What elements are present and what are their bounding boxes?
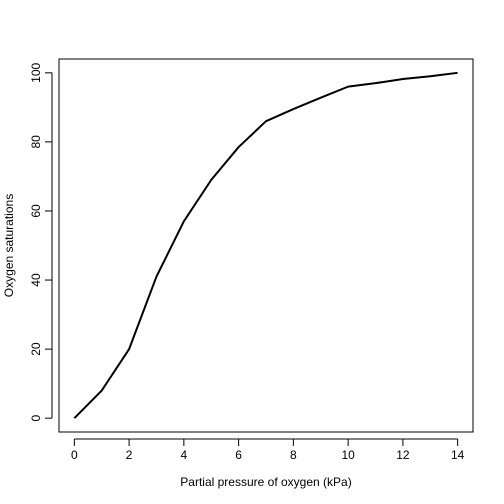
x-axis-label: Partial pressure of oxygen (kPa)	[180, 475, 351, 489]
x-tick-label: 14	[451, 448, 465, 462]
series-layer	[73, 71, 458, 419]
y-tick-label: 0	[29, 415, 43, 422]
x-tick-label: 12	[396, 448, 410, 462]
x-tick-label: 0	[71, 448, 78, 462]
x-tick-label: 2	[126, 448, 133, 462]
x-tick-label: 4	[181, 448, 188, 462]
y-axis: 0 20 40 60 80 100	[29, 62, 53, 422]
x-tick-label: 8	[290, 448, 297, 462]
y-axis-label: Oxygen saturations	[2, 194, 16, 297]
x-tick-label: 10	[341, 448, 355, 462]
plot-frame	[58, 58, 474, 433]
series-line	[73, 71, 458, 419]
y-tick-label: 100	[29, 62, 43, 82]
x-axis: 0 2 4 6 8 10 12 14	[71, 438, 465, 462]
y-tick-label: 20	[29, 342, 43, 356]
y-tick-label: 80	[29, 135, 43, 149]
y-tick-label: 40	[29, 273, 43, 287]
x-tick-label: 6	[235, 448, 242, 462]
y-tick-label: 60	[29, 204, 43, 218]
